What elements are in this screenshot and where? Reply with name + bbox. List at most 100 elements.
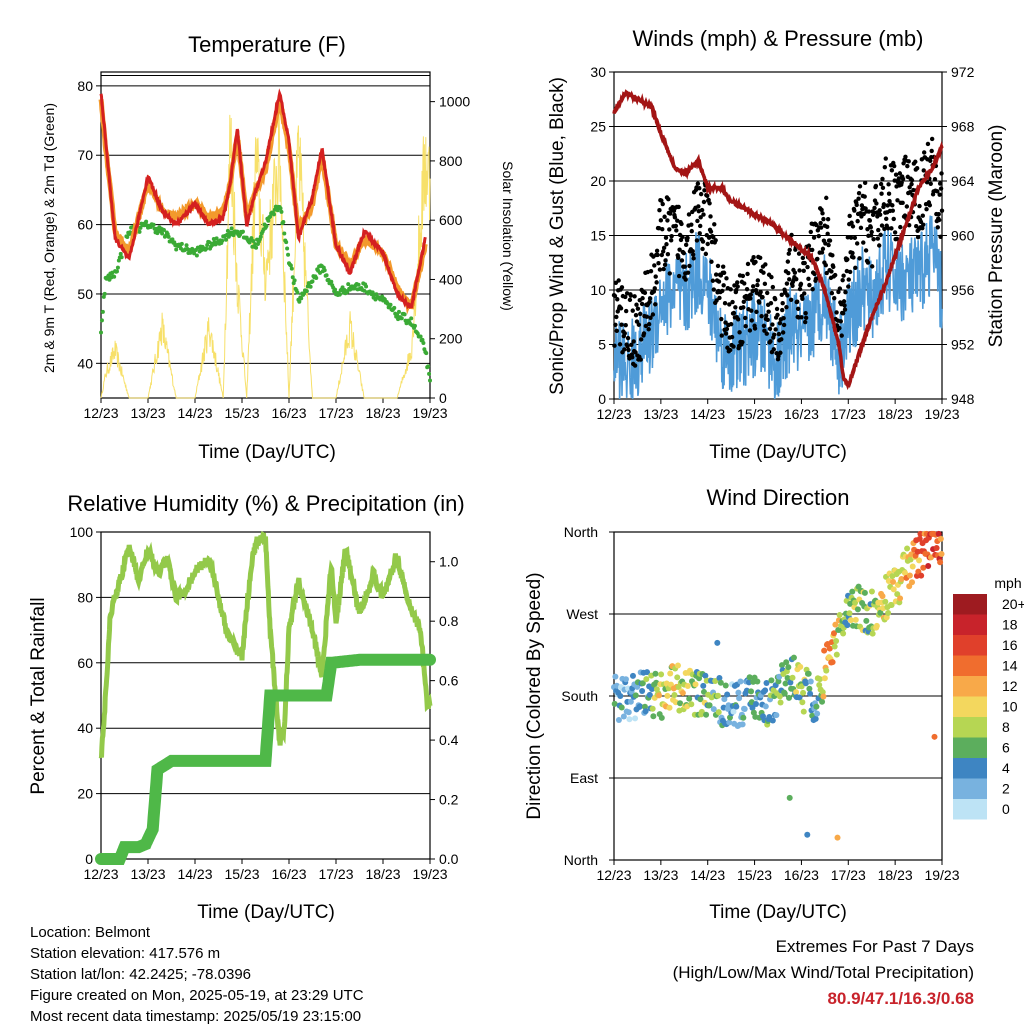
gust-point	[664, 242, 669, 247]
gust-point	[623, 308, 629, 314]
gust-point	[780, 301, 785, 306]
dir-ytick-label-0: North	[564, 852, 598, 868]
gust-point	[721, 270, 727, 275]
latlon-text: Station lat/lon: 42.2425; -78.0396	[30, 966, 252, 983]
direction-point	[632, 715, 639, 722]
dewpoint-point	[420, 337, 425, 342]
dewpoint-point	[214, 236, 219, 241]
gust-point	[840, 311, 846, 316]
gust-point	[794, 276, 799, 282]
gust-point	[762, 281, 768, 287]
direction-point	[627, 698, 634, 705]
direction-point	[777, 699, 784, 706]
gust-point	[709, 259, 714, 264]
gust-point	[724, 276, 729, 281]
gust-point	[920, 213, 925, 218]
gust-point	[760, 294, 765, 300]
gust-point	[689, 222, 694, 227]
dewpoint-point	[356, 282, 361, 287]
gust-point	[865, 226, 870, 232]
wind-xtick-label-7: 19/23	[924, 406, 959, 422]
direction-point	[804, 831, 811, 838]
gust-point	[761, 270, 766, 275]
elevation-text: Station elevation: 417.576 m	[30, 945, 221, 962]
direction-point	[741, 705, 748, 712]
legend-label: 6	[1002, 740, 1010, 756]
gust-point	[873, 183, 879, 189]
gust-point	[650, 312, 656, 317]
gust-point	[770, 284, 776, 290]
direction-point	[829, 659, 836, 666]
legend-label: 12	[1002, 678, 1018, 694]
direction-point	[716, 674, 723, 681]
direction-point	[642, 708, 649, 715]
gust-point	[751, 255, 756, 260]
rh-y2tick-label-1: 0.2	[439, 792, 459, 808]
gust-point	[656, 260, 661, 266]
legend-swatch	[953, 799, 987, 820]
dewpoint-point	[279, 209, 284, 214]
gust-point	[937, 181, 943, 186]
direction-point	[897, 595, 904, 602]
gust-point	[852, 235, 858, 240]
gust-point	[830, 253, 835, 258]
gust-point	[909, 181, 914, 187]
temp-xtick-label-6: 18/23	[365, 405, 400, 421]
gust-point	[724, 326, 730, 332]
gust-point	[622, 347, 627, 352]
gust-point	[701, 212, 706, 217]
temp-9m-line	[98, 99, 428, 315]
gust-point	[937, 192, 942, 197]
gust-point	[776, 353, 781, 359]
wind-ytick-label-5: 25	[590, 119, 606, 135]
gust-point	[875, 236, 881, 241]
gust-point	[735, 284, 740, 289]
legend-label: 0	[1002, 801, 1010, 817]
gust-point	[771, 347, 776, 352]
gust-point	[920, 226, 925, 231]
gust-point	[785, 259, 791, 264]
direction-point	[737, 678, 744, 685]
gust-point	[744, 287, 750, 292]
direction-point	[762, 687, 769, 694]
gust-point	[914, 224, 919, 229]
gust-point	[710, 278, 716, 283]
direction-point	[852, 616, 859, 623]
direction-point	[762, 703, 769, 710]
temp-xtick-label-7: 19/23	[412, 405, 447, 421]
direction-point	[649, 705, 656, 712]
direction-point	[674, 674, 681, 681]
legend-label: 16	[1002, 637, 1018, 653]
direction-point	[798, 683, 805, 690]
direction-point	[909, 579, 916, 586]
gust-point	[839, 333, 844, 338]
rh-ytick-label-4: 80	[77, 589, 93, 605]
direction-point	[717, 679, 724, 686]
dewpoint-point	[264, 224, 269, 229]
dewpoint-point	[421, 340, 426, 345]
gust-point	[661, 266, 666, 272]
gust-point	[735, 280, 740, 285]
direction-point	[629, 672, 636, 679]
direction-point	[879, 593, 886, 600]
direction-point	[799, 699, 806, 706]
gust-point	[745, 261, 751, 267]
direction-point	[812, 715, 819, 722]
gust-point	[700, 246, 705, 252]
direction-point	[679, 689, 686, 696]
direction-point	[916, 557, 923, 564]
gust-point	[661, 245, 667, 251]
gust-point	[891, 216, 896, 222]
gust-point	[768, 300, 774, 306]
dewpoint-point	[412, 323, 417, 328]
direction-point	[626, 716, 633, 723]
rh-xtick-label-5: 17/23	[318, 866, 353, 882]
gust-point	[866, 209, 872, 214]
gust-point	[790, 283, 795, 288]
location-text: Location: Belmont	[30, 924, 151, 941]
direction-point	[787, 679, 794, 686]
gust-point	[818, 225, 824, 230]
gust-point	[665, 252, 671, 257]
gust-point	[712, 222, 717, 227]
gust-point	[764, 313, 769, 318]
